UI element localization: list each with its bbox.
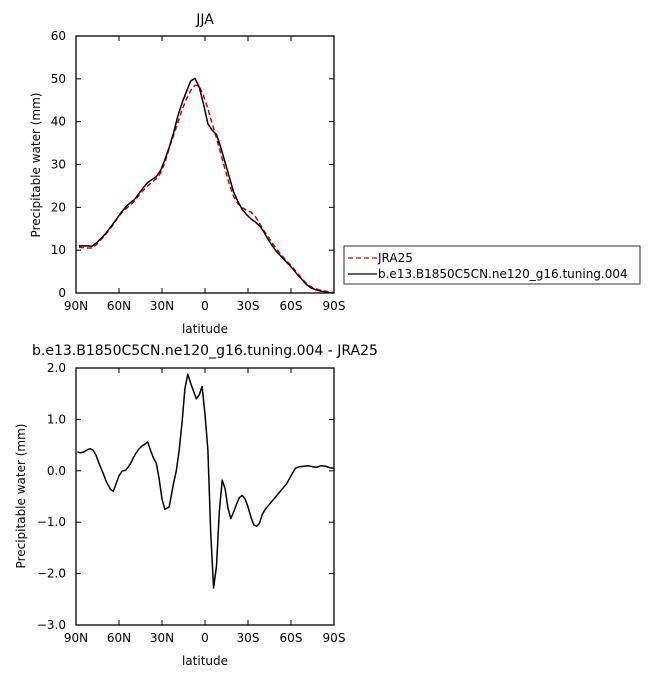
bottom-xtick-label: 30S bbox=[237, 631, 260, 645]
bottom-ytick-label: −1.0 bbox=[37, 515, 66, 529]
bottom-xtick-label: 0 bbox=[201, 631, 209, 645]
legend: JRA25 b.e13.B1850C5CN.ne120_g16.tuning.0… bbox=[343, 245, 641, 285]
top-ylabel: Precipitable water (mm) bbox=[29, 93, 43, 238]
top-axis-ticks: 90N 60N 30N 0 30S 60S 90S 0 10 20 30 40 50 60 bbox=[51, 29, 346, 313]
top-series-line-1 bbox=[78, 77, 333, 294]
bottom-xlabel: latitude bbox=[182, 654, 228, 668]
top-xtick-label: 60N bbox=[107, 299, 131, 313]
top-xlabel: latitude bbox=[182, 322, 228, 336]
bottom-xtick-label: 30N bbox=[150, 631, 174, 645]
top-ytick-label: 0 bbox=[58, 286, 66, 300]
top-plot-frame bbox=[75, 35, 335, 294]
bottom-axis-ticks: 90N 60N 30N 0 30S 60S 90S 2.0 1.0 0.0 −1.0 −2.0 −3.0 bbox=[37, 361, 346, 645]
bottom-xtick-label: 60S bbox=[280, 631, 303, 645]
top-ytick-label: 50 bbox=[51, 72, 66, 86]
bottom-plot-frame bbox=[75, 367, 335, 626]
top-xtick-label: 90N bbox=[64, 299, 88, 313]
bottom-ytick-label: −2.0 bbox=[37, 567, 66, 581]
top-panel: JJA 90N 60N 30N 0 30S 60S 90S 0 10 20 30 40 50 60 Pre… bbox=[29, 12, 345, 336]
bottom-title: b.e13.B1850C5CN.ne120_g16.tuning.004 - J… bbox=[32, 343, 378, 359]
top-xtick-label: 90S bbox=[323, 299, 346, 313]
bottom-ytick-label: 0.0 bbox=[47, 464, 66, 478]
top-xtick-label: 30N bbox=[150, 299, 174, 313]
bottom-panel: b.e13.B1850C5CN.ne120_g16.tuning.004 - J… bbox=[14, 343, 378, 668]
bottom-ylabel: Precipitable water (mm) bbox=[14, 424, 28, 569]
top-title: JJA bbox=[195, 12, 214, 28]
bottom-ytick-label: 1.0 bbox=[47, 412, 66, 426]
top-ytick-label: 60 bbox=[51, 29, 66, 43]
top-series-group bbox=[78, 77, 333, 294]
legend-jra25-label: JRA25 bbox=[377, 251, 413, 265]
bottom-ytick-label: −3.0 bbox=[37, 618, 66, 632]
bottom-series-group bbox=[77, 373, 335, 589]
top-ytick-label: 40 bbox=[51, 115, 66, 129]
top-ytick-label: 30 bbox=[51, 158, 66, 172]
legend-box bbox=[343, 245, 641, 285]
bottom-xtick-label: 60N bbox=[107, 631, 131, 645]
top-xtick-label: 0 bbox=[201, 299, 209, 313]
top-xtick-label: 60S bbox=[280, 299, 303, 313]
top-xtick-label: 30S bbox=[237, 299, 260, 313]
bottom-ytick-label: 2.0 bbox=[47, 361, 66, 375]
legend-model-label: b.e13.B1850C5CN.ne120_g16.tuning.004 bbox=[378, 267, 628, 281]
bottom-xtick-label: 90N bbox=[64, 631, 88, 645]
bottom-series-line-0 bbox=[77, 373, 335, 589]
top-ytick-label: 10 bbox=[51, 243, 66, 257]
bottom-xtick-label: 90S bbox=[323, 631, 346, 645]
top-ytick-label: 20 bbox=[51, 200, 66, 214]
